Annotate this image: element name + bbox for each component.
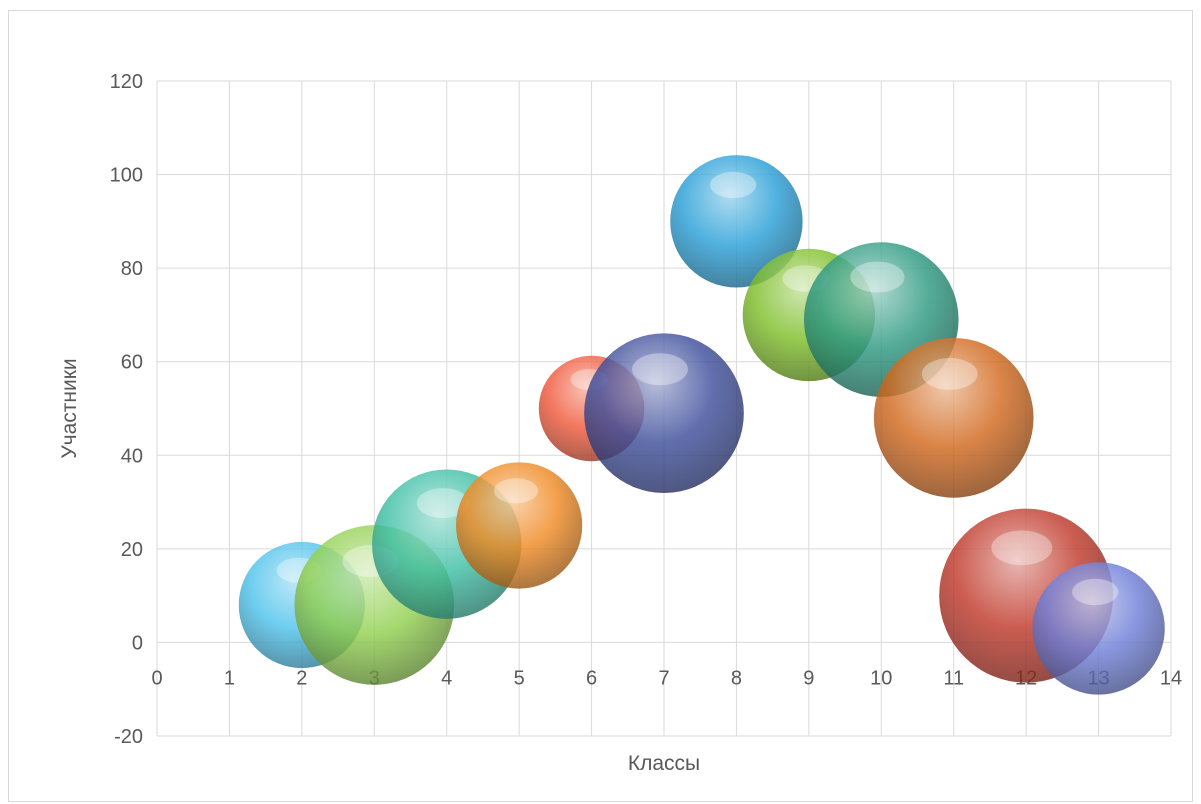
bubble xyxy=(584,333,744,494)
x-tick-label: 1 xyxy=(224,667,235,689)
x-axis-title: Классы xyxy=(628,752,700,775)
bubble xyxy=(456,462,583,589)
x-tick-label: 0 xyxy=(151,667,162,689)
bubble-highlight xyxy=(416,488,470,519)
x-tick-label: 10 xyxy=(870,667,892,689)
x-tick-label: 11 xyxy=(943,667,964,689)
x-tick-label: 5 xyxy=(514,667,525,689)
y-tick-label: 0 xyxy=(132,632,143,654)
bubble-highlight xyxy=(1072,578,1119,606)
bubble-highlight xyxy=(991,530,1053,566)
bubble-body xyxy=(456,462,583,589)
y-tick-label: 40 xyxy=(121,445,143,467)
bubble-body xyxy=(670,155,803,288)
x-tick-label: 4 xyxy=(441,667,452,689)
bubble-body xyxy=(584,333,744,494)
bubble-body xyxy=(873,338,1034,498)
bubble-highlight xyxy=(632,353,688,386)
y-tick-label: 80 xyxy=(121,258,143,280)
x-tick-label: 6 xyxy=(586,667,597,689)
y-axis-title: Участники xyxy=(58,358,81,458)
y-tick-label: 60 xyxy=(121,352,143,374)
y-tick-label: 100 xyxy=(110,165,143,187)
bubble-highlight xyxy=(850,261,905,293)
bubble-highlight xyxy=(493,478,539,504)
y-tick-label: 20 xyxy=(121,539,143,561)
bubble-highlight xyxy=(709,171,757,199)
bubble xyxy=(1032,562,1165,695)
y-axis-ticks: -20 0 20 40 60 80 100 120 xyxy=(110,71,143,748)
x-tick-label: 8 xyxy=(731,667,742,689)
x-tick-label: 9 xyxy=(803,667,814,689)
bubbles xyxy=(238,155,1165,695)
x-tick-label: 2 xyxy=(296,667,307,689)
bubble-body xyxy=(1032,562,1165,695)
bubble xyxy=(873,338,1034,498)
bubble-highlight xyxy=(921,357,978,390)
x-tick-label: 14 xyxy=(1160,667,1182,689)
x-tick-label: 7 xyxy=(658,667,669,689)
y-tick-label: 120 xyxy=(110,71,143,93)
y-tick-label: -20 xyxy=(114,726,143,748)
bubble xyxy=(670,155,803,288)
